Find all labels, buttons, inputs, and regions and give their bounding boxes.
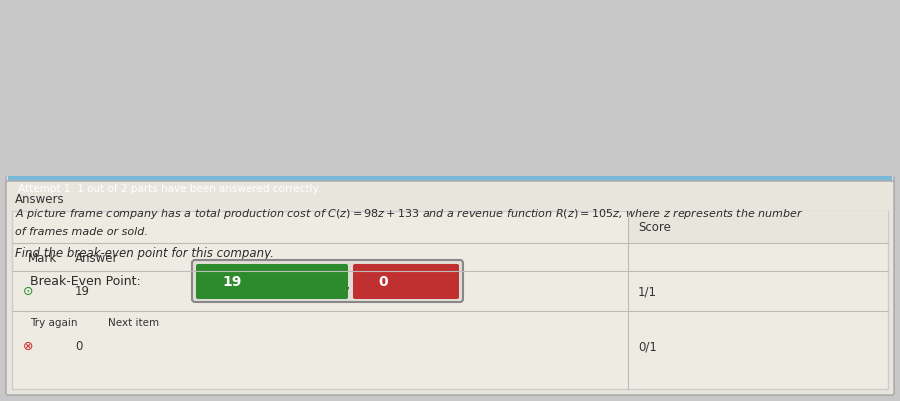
Text: 0: 0: [378, 274, 388, 288]
FancyBboxPatch shape: [6, 182, 894, 395]
Text: 0: 0: [75, 340, 83, 352]
Text: 19: 19: [222, 274, 241, 288]
Text: Score: Score: [638, 221, 670, 234]
FancyBboxPatch shape: [192, 260, 463, 302]
Text: Mark: Mark: [28, 251, 58, 264]
Bar: [12, 211, 888, 389]
Text: Find the break-even point for this company.: Find the break-even point for this compa…: [15, 247, 274, 260]
FancyBboxPatch shape: [6, 174, 894, 395]
Text: Answers: Answers: [15, 193, 65, 206]
Text: ⊗: ⊗: [22, 340, 33, 352]
Bar: [628, 211, 888, 243]
Bar: [8, 176, 892, 201]
Bar: [0, 162, 900, 176]
Text: 0/1: 0/1: [638, 340, 657, 352]
Text: Answer: Answer: [75, 251, 119, 264]
FancyBboxPatch shape: [94, 309, 174, 335]
Text: A picture frame company has a total production cost of $C(z) = 98z + 133$ and a : A picture frame company has a total prod…: [15, 207, 804, 221]
Text: Next item: Next item: [108, 317, 159, 327]
Text: ,: ,: [346, 276, 350, 290]
Text: of frames made or sold.: of frames made or sold.: [15, 227, 148, 237]
Text: 1/1: 1/1: [638, 285, 657, 298]
FancyBboxPatch shape: [353, 264, 459, 299]
FancyBboxPatch shape: [196, 264, 348, 299]
Text: ⊙: ⊙: [22, 285, 33, 298]
Text: 19: 19: [75, 285, 90, 298]
Text: Break-Even Point:: Break-Even Point:: [30, 275, 140, 288]
Text: Attempt 1: 1 out of 2 parts have been answered correctly.: Attempt 1: 1 out of 2 parts have been an…: [18, 184, 320, 194]
Text: Try again: Try again: [31, 317, 77, 327]
FancyBboxPatch shape: [16, 309, 92, 335]
